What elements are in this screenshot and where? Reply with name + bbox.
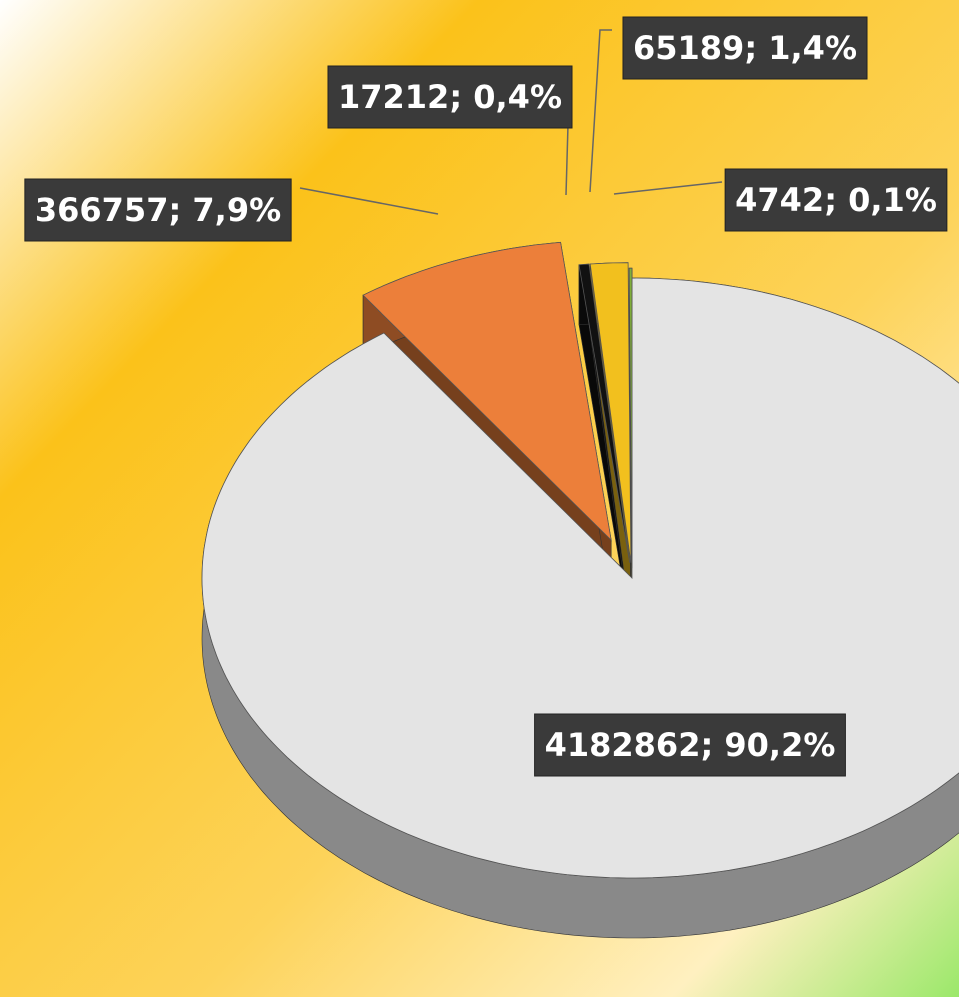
slice [589, 262, 632, 563]
label-box [534, 713, 846, 777]
leader-line [589, 29, 612, 193]
data-label: 65189; 1,4% [622, 16, 868, 80]
label-box [327, 65, 573, 129]
slice [362, 241, 612, 542]
label-box [724, 168, 948, 232]
label-box [24, 178, 292, 242]
slice [628, 267, 633, 569]
data-label-text: 65189; 1,4% [633, 29, 857, 67]
data-label-text: 17212; 0,4% [338, 78, 562, 116]
slice [578, 263, 631, 563]
data-label-text: 4182862; 90,2% [545, 726, 836, 764]
data-label: 4182862; 90,2% [534, 713, 846, 777]
leader-line [299, 187, 439, 215]
data-label-text: 4742; 0,1% [735, 181, 937, 219]
data-label: 17212; 0,4% [327, 65, 573, 129]
data-label-text: 366757; 7,9% [35, 191, 281, 229]
data-label: 366757; 7,9% [24, 178, 292, 242]
leader-line [613, 181, 723, 195]
data-label: 4742; 0,1% [724, 168, 948, 232]
leader-line [565, 124, 569, 196]
label-box [622, 16, 868, 80]
